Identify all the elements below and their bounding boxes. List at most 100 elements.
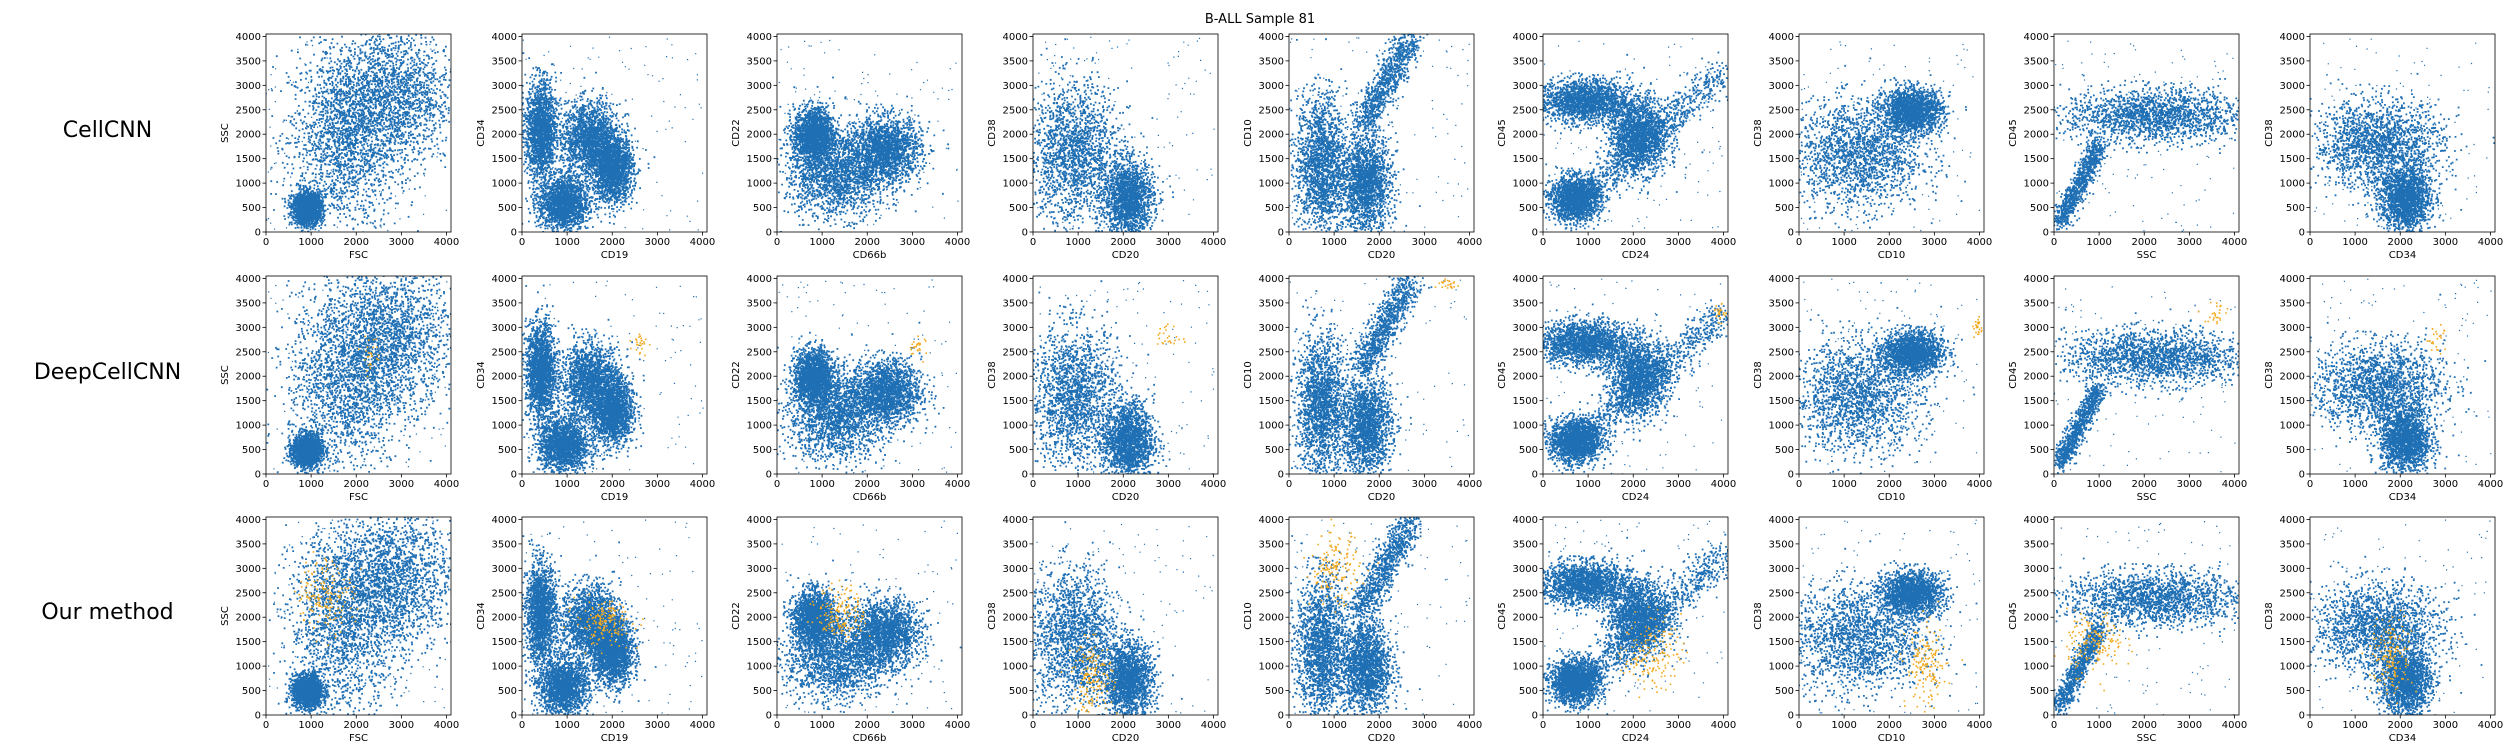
y-tick-label: 0 xyxy=(2299,470,2305,481)
y-tick-label: 500 xyxy=(2030,445,2049,456)
scatter-panel: 0 1000 2000 3000 400005001000150020002500300… xyxy=(731,32,970,261)
y-tick-label: 4000 xyxy=(2280,274,2305,285)
x-tick-label: 2000 xyxy=(1111,237,1136,248)
y-tick-label: 1500 xyxy=(2280,396,2305,407)
y-tick-label: 2500 xyxy=(1003,105,1028,116)
x-tick-label: 1000 xyxy=(2342,237,2367,248)
x-tick-label: 0 xyxy=(1796,479,1802,490)
y-tick-label: 1500 xyxy=(2024,637,2049,648)
y-tick-label: 0 xyxy=(1278,470,1284,481)
y-tick-label: 1500 xyxy=(1769,154,1794,165)
x-tick-label: 2000 xyxy=(1367,479,1392,490)
y-axis-label: SSC xyxy=(220,365,231,385)
y-tick-label: 1500 xyxy=(2280,637,2305,648)
x-tick-label: 4000 xyxy=(2222,237,2247,248)
y-tick-label: 0 xyxy=(1788,228,1794,239)
x-tick-label: 3000 xyxy=(645,479,670,490)
y-tick-label: 1500 xyxy=(236,637,261,648)
y-tick-label: 2500 xyxy=(1259,347,1284,358)
y-tick-label: 2500 xyxy=(492,105,517,116)
y-tick-label: 3500 xyxy=(1003,56,1028,67)
series-highlight-points xyxy=(2198,302,2229,325)
y-tick-label: 2500 xyxy=(2280,105,2305,116)
x-tick-label: 3000 xyxy=(1922,479,1947,490)
y-tick-label: 500 xyxy=(1009,203,1028,214)
x-tick-label: 1000 xyxy=(1575,479,1600,490)
x-tick-label: 3000 xyxy=(900,237,925,248)
scatter-panel: 0 1000 2000 3000 400005001000150020002500300… xyxy=(987,512,1226,748)
x-tick-label: 2000 xyxy=(600,237,625,248)
x-tick-label: 1000 xyxy=(298,237,323,248)
x-tick-label: 2000 xyxy=(2132,720,2157,731)
scatter-points xyxy=(752,521,962,725)
y-tick-label: 4000 xyxy=(1003,515,1028,526)
y-tick-label: 4000 xyxy=(2280,32,2305,43)
y-tick-label: 500 xyxy=(498,203,517,214)
y-tick-label: 1000 xyxy=(1003,662,1028,673)
y-tick-label: 0 xyxy=(1532,711,1538,722)
x-tick-label: 3000 xyxy=(2177,479,2202,490)
y-tick-label: 3500 xyxy=(236,539,261,550)
y-tick-label: 2000 xyxy=(1769,613,1794,624)
x-tick-label: 2000 xyxy=(600,479,625,490)
y-tick-label: 500 xyxy=(2286,686,2305,697)
series-highlight-points xyxy=(1895,601,1963,713)
y-tick-label: 1000 xyxy=(1259,421,1284,432)
y-tick-label: 1500 xyxy=(236,396,261,407)
x-axis-label: CD34 xyxy=(2389,733,2416,744)
x-axis-label: CD66b xyxy=(853,492,887,503)
series-highlight-points xyxy=(630,334,651,357)
y-tick-label: 4000 xyxy=(2280,515,2305,526)
x-tick-label: 1000 xyxy=(809,479,834,490)
x-tick-label: 4000 xyxy=(434,479,459,490)
x-tick-label: 3000 xyxy=(2177,237,2202,248)
x-axis-label: CD19 xyxy=(601,250,628,261)
y-tick-label: 2000 xyxy=(2280,613,2305,624)
y-axis-label: CD22 xyxy=(731,119,742,146)
x-tick-label: 1000 xyxy=(2086,237,2111,248)
y-tick-label: 0 xyxy=(1532,228,1538,239)
scatter-panel: 0 1000 2000 3000 400005001000150020002500300… xyxy=(987,32,1226,272)
y-tick-label: 3500 xyxy=(2280,539,2305,550)
y-tick-label: 2000 xyxy=(492,613,517,624)
y-tick-label: 1500 xyxy=(2024,154,2049,165)
x-tick-label: 4000 xyxy=(1457,720,1482,731)
x-tick-label: 1000 xyxy=(809,237,834,248)
y-tick-label: 0 xyxy=(1788,711,1794,722)
y-tick-label: 0 xyxy=(255,228,261,239)
x-tick-label: 3000 xyxy=(1412,237,1437,248)
y-tick-label: 2500 xyxy=(492,347,517,358)
y-tick-label: 3500 xyxy=(492,298,517,309)
y-axis-label: CD45 xyxy=(1497,361,1508,388)
y-tick-label: 1000 xyxy=(1769,662,1794,673)
scatter-panel: 0 1000 2000 3000 400005001000150020002500300… xyxy=(1243,264,1482,525)
x-tick-label: 4000 xyxy=(2222,479,2247,490)
x-axis-label: FSC xyxy=(349,492,368,503)
x-tick-label: 3000 xyxy=(1666,237,1691,248)
y-tick-label: 2500 xyxy=(236,347,261,358)
y-tick-label: 3500 xyxy=(1769,539,1794,550)
y-tick-label: 2500 xyxy=(1513,347,1538,358)
x-tick-label: 4000 xyxy=(2222,720,2247,731)
y-tick-label: 3000 xyxy=(747,323,772,334)
y-tick-label: 1000 xyxy=(747,421,772,432)
x-tick-label: 1000 xyxy=(1321,720,1346,731)
y-tick-label: 3500 xyxy=(492,539,517,550)
y-tick-label: 0 xyxy=(1278,711,1284,722)
y-tick-label: 2500 xyxy=(1769,105,1794,116)
y-axis-label: CD38 xyxy=(2264,361,2275,388)
y-axis-label: SSC xyxy=(220,606,231,626)
x-axis-label: CD24 xyxy=(1622,733,1649,744)
y-tick-label: 2500 xyxy=(1003,347,1028,358)
y-tick-label: 2500 xyxy=(747,105,772,116)
scatter-points xyxy=(1279,15,1470,274)
scatter-points xyxy=(515,26,703,245)
y-tick-label: 2000 xyxy=(1513,613,1538,624)
x-tick-label: 0 xyxy=(774,237,780,248)
x-tick-label: 3000 xyxy=(1156,720,1181,731)
x-tick-label: 4000 xyxy=(1201,237,1226,248)
scatter-points xyxy=(998,512,1214,748)
series-normal-points xyxy=(517,520,703,733)
y-tick-label: 0 xyxy=(1022,228,1028,239)
